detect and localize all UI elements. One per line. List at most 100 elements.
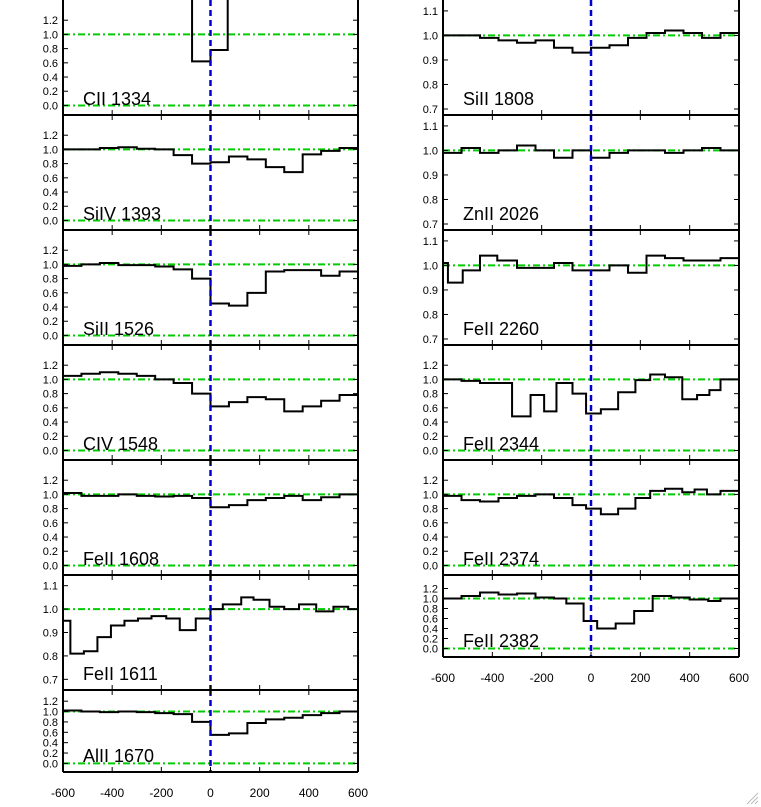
y-tick-label: 0.8 [43, 717, 58, 729]
y-tick-label: 0.0 [43, 215, 58, 227]
x-tick-label: 400 [299, 786, 319, 800]
y-tick-label: 0.2 [43, 201, 58, 213]
ion-label: CII 1334 [83, 89, 151, 109]
y-tick-label: 0.8 [423, 504, 438, 516]
ion-label: FeII 2374 [463, 549, 539, 569]
y-tick-label: 0.2 [423, 431, 438, 443]
y-tick-label: 0.7 [423, 104, 438, 116]
y-tick-label: 0.6 [43, 288, 58, 300]
panel-cii-1334: 0.0 0.2 0.4 0.6 0.8 1.0 1.2 CII 1334 [43, 0, 359, 115]
y-tick-label: 0.9 [423, 55, 438, 67]
y-tick-label: 0.6 [43, 518, 58, 530]
y-tick-label: 1.1 [43, 581, 58, 593]
ion-label: FeII 1611 [83, 664, 158, 684]
panel-siiv-1393: 0.0 0.2 0.4 0.6 0.8 1.0 1.2 SiIV 1393 [43, 114, 359, 230]
y-tick-label: 0.4 [43, 532, 58, 544]
y-tick-label: 0.6 [43, 727, 58, 739]
y-tick-label: 1.1 [423, 121, 438, 133]
y-tick-label: 1.0 [43, 144, 58, 156]
y-tick-label: 0.8 [43, 651, 58, 663]
y-tick-label: 0.2 [423, 634, 438, 646]
spectrum-series [63, 596, 358, 655]
y-tick-label: 0.0 [43, 560, 58, 572]
y-tick-label: 1.0 [423, 30, 438, 42]
x-tick-label: -200 [530, 671, 554, 685]
x-tick-label: 600 [729, 671, 749, 685]
x-tick-label: -400 [480, 671, 504, 685]
y-tick-label: 0.4 [43, 187, 58, 199]
y-tick-label: 0.8 [43, 504, 58, 516]
y-tick-label: 1.2 [43, 15, 58, 27]
x-tick-label: -400 [100, 786, 124, 800]
y-tick-label: 1.0 [43, 707, 58, 719]
y-tick-label: 1.0 [423, 374, 438, 386]
y-tick-label: 1.0 [43, 259, 58, 271]
y-tick-label: 0.8 [423, 604, 438, 616]
y-tick-label: 0.2 [43, 431, 58, 443]
column-2: 0.7 0.8 0.9 1.0 1.1 SiII 1808 0.7 0.8 0.9 1.0 1.1 Z… [423, 0, 749, 685]
ion-label: FeII 1608 [83, 549, 159, 569]
panel-siii-1808: 0.7 0.8 0.9 1.0 1.1 SiII 1808 [423, 0, 740, 116]
x-tick-label: 600 [348, 786, 368, 800]
y-tick-label: 1.2 [43, 360, 58, 372]
y-tick-label: 1.0 [423, 489, 438, 501]
spectrum-series [63, 709, 358, 736]
panel-feii-2374: 0.0 0.2 0.4 0.6 0.8 1.0 1.2 FeII 2374 [423, 459, 740, 575]
y-tick-label: 0.2 [423, 546, 438, 558]
y-tick-label: 0.8 [43, 159, 58, 171]
x-tick-label: 0 [207, 786, 214, 800]
y-tick-label: 0.6 [423, 614, 438, 626]
y-tick-label: 0.4 [423, 624, 438, 636]
y-tick-label: 0.2 [43, 86, 58, 98]
y-tick-label: 0.9 [43, 628, 58, 640]
y-tick-label: 0.6 [423, 403, 438, 415]
y-tick-label: 0.6 [43, 173, 58, 185]
panel-znii-2026: 0.7 0.8 0.9 1.0 1.1 ZnII 2026 [423, 114, 740, 231]
spectrum-series [443, 487, 739, 516]
panel-feii-2382: 0.00.20.40.60.81.01.2 FeII 2382 [423, 574, 740, 658]
x-tick-label: 200 [250, 786, 270, 800]
y-tick-label: 0.7 [43, 674, 58, 686]
y-tick-label: 0.2 [43, 748, 58, 760]
y-tick-label: 0.7 [423, 334, 438, 346]
panel-civ-1548: 0.0 0.2 0.4 0.6 0.8 1.0 1.2 CIV 1548 [43, 344, 359, 460]
panel-feii-2344: 0.0 0.2 0.4 0.6 0.8 1.0 1.2 FeII 2344 [423, 344, 740, 460]
y-tick-label: 0.0 [43, 445, 58, 457]
y-tick-label: 1.2 [423, 360, 438, 372]
ion-label: SiII 1808 [463, 89, 534, 109]
x-tick-label: 400 [680, 671, 700, 685]
y-tick-label: 0.2 [43, 546, 58, 558]
spectrum-series [191, 0, 229, 63]
y-tick-label: 1.0 [423, 260, 438, 272]
y-tick-label: 0.8 [423, 194, 438, 206]
y-tick-label: 0.8 [423, 79, 438, 91]
y-tick-label: 0.4 [43, 417, 58, 429]
y-tick-label: 0.0 [43, 330, 58, 342]
y-tick-label: 0.8 [43, 274, 58, 286]
ion-label: AlII 1670 [83, 746, 154, 766]
ion-label: SiIV 1393 [83, 204, 161, 224]
y-tick-label: 0.8 [43, 44, 58, 56]
y-tick-label: 1.0 [423, 145, 438, 157]
y-tick-label: 0.8 [423, 309, 438, 321]
x-tick-label: -600 [51, 786, 75, 800]
y-tick-label: 1.1 [423, 236, 438, 248]
x-tick-label: -600 [431, 671, 455, 685]
y-tick-label: 1.2 [43, 475, 58, 487]
y-tick-label: 1.2 [43, 245, 58, 257]
y-tick-label: 1.2 [423, 475, 438, 487]
y-tick-label: 0.4 [423, 417, 438, 429]
y-tick-label: 0.0 [423, 560, 438, 572]
panel-alii-1670: 0.00.20.40.60.81.01.2 AlII 1670 [43, 689, 359, 773]
ion-label: ZnII 2026 [463, 204, 539, 224]
ion-label: SiII 1526 [83, 319, 154, 339]
resize-grip-icon[interactable] [745, 791, 759, 805]
y-tick-label: 1.2 [43, 130, 58, 142]
y-tick-label: 0.0 [43, 100, 58, 112]
spectrum-series [443, 29, 739, 54]
y-tick-label: 1.0 [423, 594, 438, 606]
y-tick-label: 0.7 [423, 219, 438, 231]
x-tick-label: 0 [588, 671, 595, 685]
